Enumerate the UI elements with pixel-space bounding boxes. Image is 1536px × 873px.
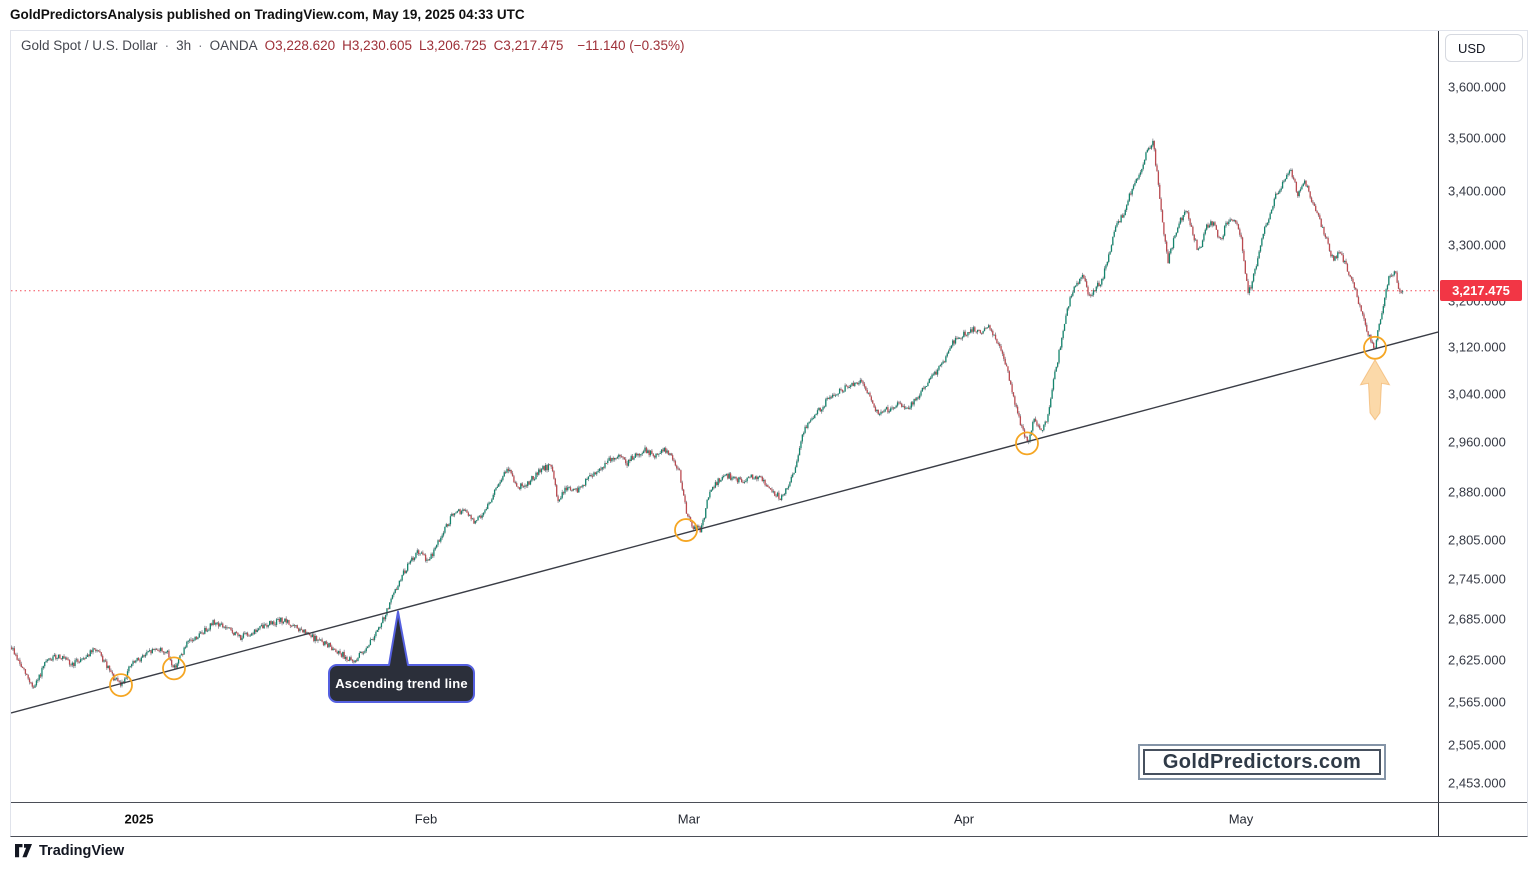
ohlc-item: O3,228.620: [264, 38, 336, 53]
time-axis-label: Feb: [414, 811, 438, 827]
symbol-exchange: OANDA: [209, 38, 258, 53]
candlestick-chart-canvas[interactable]: [11, 31, 1438, 802]
ohlc-item: L3,206.725: [418, 38, 487, 53]
tradingview-logo-icon: [15, 844, 32, 858]
price-axis-label: 2,453.000: [1448, 775, 1506, 791]
price-axis-label: 2,880.000: [1448, 484, 1506, 500]
symbol-timeframe[interactable]: 3h: [176, 38, 192, 53]
price-axis-label: 2,505.000: [1448, 737, 1506, 753]
watermark-box: GoldPredictors.com: [1138, 744, 1386, 780]
price-change: −11.140 (−0.35%): [577, 38, 685, 53]
chart-drawings-overlay: [11, 331, 1438, 714]
time-axis-label: Mar: [677, 811, 701, 827]
price-scale[interactable]: 3,600.0003,500.0003,400.0003,300.0003,20…: [1439, 31, 1527, 802]
tradingview-logo[interactable]: TradingView: [14, 843, 124, 859]
separator-dot: ·: [164, 38, 170, 53]
up-arrow-annotation[interactable]: [1359, 358, 1391, 421]
last-price-badge: 3,217.475: [1440, 280, 1522, 302]
price-axis-label: 3,500.000: [1448, 130, 1506, 146]
price-axis-label: 2,565.000: [1448, 694, 1506, 710]
price-axis-border: [1438, 31, 1439, 836]
price-axis-label: 3,600.000: [1448, 79, 1506, 95]
separator-dot: ·: [198, 38, 203, 53]
ascending-trendline[interactable]: [11, 331, 1438, 714]
price-axis-label: 2,805.000: [1448, 532, 1506, 548]
price-axis-label: 2,745.000: [1448, 571, 1506, 587]
watermark-text: GoldPredictors.com: [1143, 749, 1381, 775]
trendline-callout-label: Ascending trend line: [335, 676, 468, 691]
price-axis-label: 3,040.000: [1448, 386, 1506, 402]
attribution-text: GoldPredictorsAnalysis published on Trad…: [10, 7, 525, 22]
trendline-touch-circle[interactable]: [1363, 335, 1387, 360]
ohlc-item: C3,217.475: [493, 38, 564, 53]
symbol-row: Gold Spot / U.S. Dollar · 3h · OANDA O3,…: [21, 38, 684, 53]
price-axis-label: 3,120.000: [1448, 339, 1506, 355]
trendline-touch-circle[interactable]: [1015, 431, 1039, 456]
time-scale[interactable]: 2025 Feb Mar Apr May: [11, 803, 1527, 836]
trendline-touch-circle[interactable]: [162, 656, 186, 681]
price-axis-label: 3,300.000: [1448, 237, 1506, 253]
price-axis-label: 3,400.000: [1448, 183, 1506, 199]
time-axis-label: May: [1228, 811, 1254, 827]
tradingview-logo-text: TradingView: [39, 843, 125, 859]
currency-toggle-button[interactable]: USD: [1445, 34, 1523, 62]
price-axis-label: 2,960.000: [1448, 434, 1506, 450]
ohlc-item: H3,230.605: [342, 38, 412, 53]
time-axis-label: Apr: [953, 811, 975, 827]
trendline-touch-circle[interactable]: [674, 518, 698, 542]
symbol-title[interactable]: Gold Spot / U.S. Dollar: [21, 38, 158, 53]
callout-bubble-shape[interactable]: [328, 610, 475, 703]
trendline-touch-circle[interactable]: [109, 673, 133, 698]
trendline-callout[interactable]: Ascending trend line: [329, 665, 474, 702]
time-axis-label: 2025: [124, 811, 154, 827]
ohlc-values: O3,228.620 H3,230.605 L3,206.725 C3,217.475: [265, 38, 571, 53]
time-axis-border: [11, 802, 1527, 803]
chart-frame: Gold Spot / U.S. Dollar · 3h · OANDA O3,…: [10, 30, 1528, 837]
price-axis-label: 2,685.000: [1448, 611, 1506, 627]
price-axis-label: 2,625.000: [1448, 652, 1506, 668]
